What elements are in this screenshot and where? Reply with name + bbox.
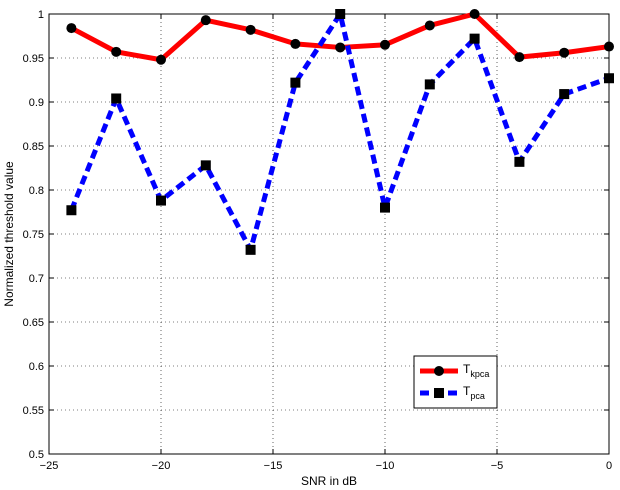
data-point-kpca <box>424 20 435 31</box>
data-point-kpca <box>290 38 301 49</box>
legend-marker-kpca <box>434 366 444 376</box>
data-point-pca <box>111 93 122 104</box>
x-tick-label: −15 <box>264 460 283 472</box>
legend-label-kpca-sub: kpca <box>470 369 489 379</box>
data-point-pca <box>469 33 480 44</box>
y-axis-label: Normalized threshold value <box>2 161 16 307</box>
x-tick-label: −25 <box>40 460 59 472</box>
data-point-pca <box>200 160 211 171</box>
x-tick-label: −20 <box>152 460 171 472</box>
data-point-kpca <box>156 54 166 65</box>
data-point-pca <box>156 195 166 206</box>
y-tick-label: 0.85 <box>23 141 44 153</box>
x-tick-label: −5 <box>491 460 504 472</box>
y-tick-label: 0.7 <box>29 273 44 285</box>
y-tick-label: 0.8 <box>29 185 44 197</box>
data-point-pca <box>604 73 614 84</box>
legend: Tkpca Tpca <box>413 355 498 409</box>
data-point-pca <box>424 79 435 90</box>
y-tick-label: 0.9 <box>29 97 44 109</box>
legend-marker-pca <box>434 388 444 398</box>
y-tick-label: 0.75 <box>23 229 44 241</box>
y-tick-label: 0.55 <box>23 405 44 417</box>
grid-lines <box>49 14 609 454</box>
y-tick-label: 0.6 <box>29 361 44 373</box>
data-point-pca <box>380 202 390 213</box>
data-point-pca <box>66 205 77 216</box>
data-point-pca <box>514 156 525 167</box>
data-series <box>66 9 614 255</box>
data-point-pca <box>559 89 570 100</box>
legend-label-kpca-main: T <box>463 362 471 376</box>
legend-label-pca-sub: pca <box>470 391 485 401</box>
x-axis-label: SNR in dB <box>301 474 357 488</box>
data-point-kpca <box>66 23 77 34</box>
data-point-pca <box>335 9 346 19</box>
x-tick-label: 0 <box>606 460 612 472</box>
series-kpca <box>66 9 614 65</box>
data-point-kpca <box>604 41 614 52</box>
x-tick-label: −10 <box>376 460 395 472</box>
legend-box <box>413 355 498 409</box>
data-point-kpca <box>335 42 346 53</box>
data-point-kpca <box>245 24 256 35</box>
data-point-kpca <box>559 47 570 58</box>
data-point-kpca <box>469 9 480 19</box>
data-point-kpca <box>514 52 525 63</box>
legend-label-pca: Tpca <box>463 384 485 401</box>
data-point-kpca <box>200 15 211 26</box>
y-tick-label: 0.65 <box>23 317 44 329</box>
axis-ticks: −25 −20 −15 −10 −5 0 0.5 0.55 0.6 0.65 0.7 0.75 0.8 0… <box>23 9 612 472</box>
legend-label-kpca: Tkpca <box>463 362 489 379</box>
y-tick-label: 1 <box>38 9 44 21</box>
data-point-kpca <box>380 39 390 50</box>
y-tick-label: 0.95 <box>23 53 44 65</box>
data-point-pca <box>290 77 301 88</box>
series-pca <box>66 9 614 255</box>
data-point-pca <box>245 244 256 255</box>
y-tick-label: 0.5 <box>29 449 44 461</box>
legend-label-pca-main: T <box>463 384 471 398</box>
data-point-kpca <box>111 46 122 57</box>
